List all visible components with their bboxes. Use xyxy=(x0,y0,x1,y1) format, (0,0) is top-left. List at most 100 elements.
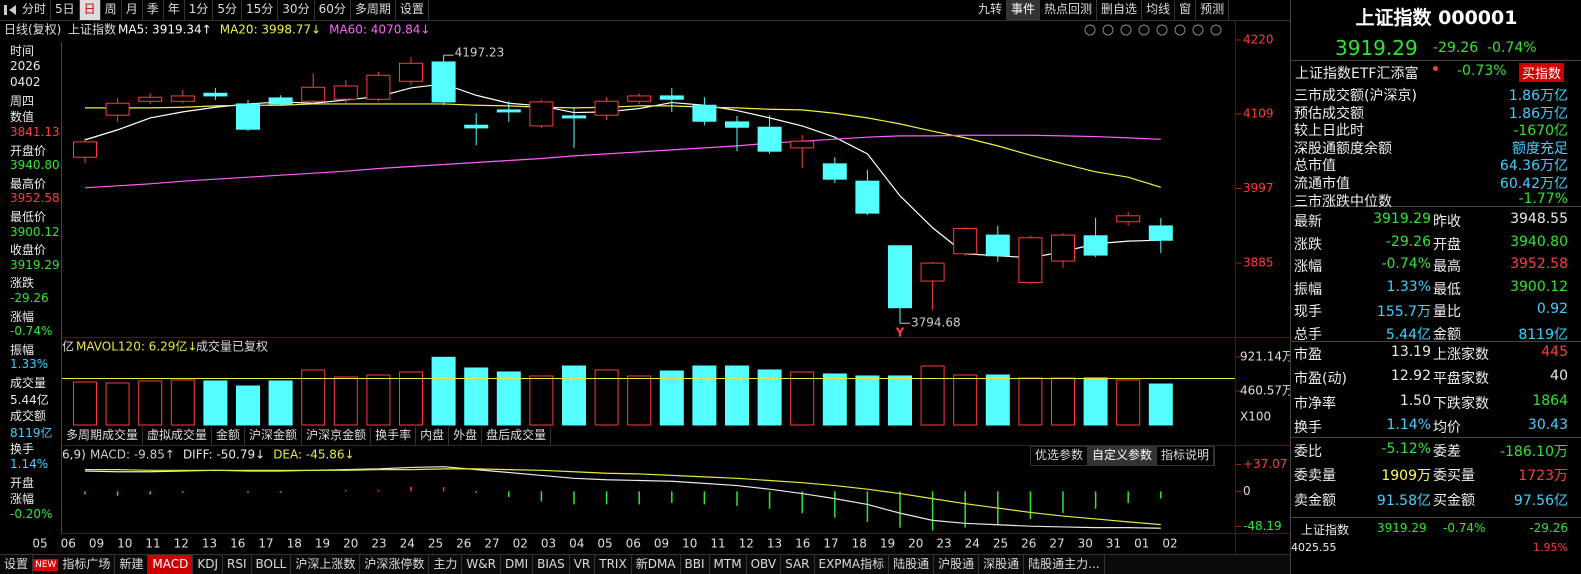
volume-bar xyxy=(920,365,945,426)
period-tab[interactable]: 年 xyxy=(164,0,185,20)
indicator-tab[interactable]: BBI xyxy=(681,555,710,574)
indicator-tab[interactable]: 新DMA xyxy=(632,555,681,574)
etf-dot xyxy=(1433,66,1438,71)
macd-legend: DEA: -45.86↓ xyxy=(273,448,354,462)
macd-tab[interactable]: 优选参数 xyxy=(1031,447,1089,465)
volume-tab[interactable]: 盘后成交量 xyxy=(482,427,552,445)
info-label: 时间 xyxy=(10,44,35,58)
quote-label: 下跌家数 xyxy=(1433,395,1489,412)
volume-tab[interactable]: 沪深京金额 xyxy=(302,427,372,445)
indicator-tab[interactable]: DMI xyxy=(501,555,534,574)
quote-label: 最高 xyxy=(1433,259,1461,276)
volume-bar xyxy=(1148,383,1173,426)
chart-area: 日线(复权) 上证指数 MA5: 3919.34↑ MA20: 3998.77↓ MA6… xyxy=(0,5,1290,554)
indicator-tab[interactable]: 新建 xyxy=(115,555,149,574)
period-tab[interactable]: 多周期 xyxy=(351,0,396,20)
info-label: 换手 xyxy=(10,442,35,457)
indicator-tab[interactable]: 主力 xyxy=(429,555,463,574)
ma-legend: MA20: 3998.77↓ xyxy=(220,23,321,37)
y-tick-label: +37.07 xyxy=(1243,457,1287,471)
tool-tab[interactable]: 九转 xyxy=(974,0,1008,20)
period-tab[interactable]: 60分 xyxy=(315,0,351,20)
quote-panel: 上证指数 000001 3919.29 -29.26 -0.74% 上证指数ETF汇添富… xyxy=(1290,0,1581,574)
etf-button[interactable]: 买指数 xyxy=(1519,63,1565,82)
period-tab[interactable]: 月 xyxy=(122,0,143,20)
macd-tab[interactable]: 指标说明 xyxy=(1157,447,1215,465)
indicator-tab[interactable]: EXPMA指标 xyxy=(815,555,890,574)
x-tick-label: 11 xyxy=(145,537,160,551)
indicator-tab[interactable]: 陆股通主力... xyxy=(1024,555,1105,574)
macd-tab[interactable]: 自定义参数 xyxy=(1088,447,1158,465)
volume-tab[interactable]: 换手率 xyxy=(371,427,417,445)
volume-bar xyxy=(366,374,391,426)
indicator-tab[interactable]: 沪深涨停数 xyxy=(360,555,430,574)
indicator-tab[interactable]: OBV xyxy=(747,555,782,574)
volume-tab[interactable]: 虚拟成交量 xyxy=(143,427,213,445)
volume-bar xyxy=(692,365,717,426)
period-tab[interactable]: 30分 xyxy=(278,0,315,20)
period-tab[interactable]: 周 xyxy=(101,0,122,20)
macd-legend: MACD: -9.85↑ xyxy=(90,448,175,462)
etf-name[interactable]: 上证指数ETF汇添富 xyxy=(1295,66,1419,82)
quote-label: 开盘 xyxy=(1433,236,1461,253)
period-tab[interactable]: 5日 xyxy=(51,0,80,20)
indicator-tab[interactable]: BOLL xyxy=(252,555,292,574)
etf-pct: -0.73% xyxy=(1457,63,1507,79)
indicator-tab[interactable]: 指标广场 xyxy=(58,555,116,574)
info-label: 最高价 xyxy=(10,176,47,191)
indicator-tab[interactable]: TRIX xyxy=(595,555,632,574)
period-tab[interactable]: 5分 xyxy=(213,0,243,20)
candle-body xyxy=(366,74,391,100)
candle-body xyxy=(1148,225,1173,241)
indicator-tab[interactable]: RSI xyxy=(223,555,252,574)
indicator-tab[interactable]: 深股通 xyxy=(979,555,1025,574)
indicator-tab[interactable]: W&R xyxy=(462,555,501,574)
indicator-tab[interactable]: 沪深上涨数 xyxy=(291,555,361,574)
indicator-tab[interactable]: MACD xyxy=(148,555,194,574)
tool-tab[interactable]: 窗 xyxy=(1175,0,1197,20)
period-tab[interactable]: 日 xyxy=(79,0,101,20)
volume-tab[interactable]: 外盘 xyxy=(449,427,483,445)
y-tick-label: 3885 xyxy=(1243,256,1274,270)
indicator-tab[interactable]: VR xyxy=(570,555,596,574)
indicator-tab[interactable]: SAR xyxy=(781,555,815,574)
info-value: 1.33% xyxy=(10,357,49,372)
separator xyxy=(1291,517,1581,518)
indicator-tab[interactable]: 陆股通 xyxy=(889,555,935,574)
period-tab[interactable]: 设置 xyxy=(396,0,429,20)
volume-bar xyxy=(822,373,847,426)
tool-tab[interactable]: 均线 xyxy=(1142,0,1176,20)
x-tick-label: 23 xyxy=(371,537,386,551)
period-tab[interactable]: 分时 xyxy=(18,0,52,20)
diff-line xyxy=(84,466,1161,529)
volume-bar xyxy=(529,375,554,426)
volume-bar xyxy=(1116,379,1141,426)
tool-icon xyxy=(1174,24,1186,36)
volume-tab[interactable]: 沪深金额 xyxy=(245,427,303,445)
tool-tab[interactable]: 删自选 xyxy=(1097,0,1143,20)
quote-label: 振幅 xyxy=(1294,281,1322,298)
period-tab[interactable]: 15分 xyxy=(242,0,279,20)
indicator-tab[interactable]: BIAS xyxy=(533,555,570,574)
volume-tab[interactable]: 内盘 xyxy=(416,427,450,445)
volume-bar xyxy=(725,365,749,426)
indicator-tab[interactable]: KDJ xyxy=(193,555,224,574)
tool-tab[interactable]: 热点回测 xyxy=(1040,0,1098,20)
volume-tab[interactable]: 多周期成交量 xyxy=(62,427,144,445)
indicator-tab[interactable]: 设置 xyxy=(0,555,34,574)
stat-label: 较上日此时 xyxy=(1294,123,1364,140)
tool-tab[interactable]: 事件 xyxy=(1007,0,1041,20)
volume-bar xyxy=(105,382,130,426)
period-tab[interactable]: 季 xyxy=(143,0,164,20)
quote-value: 1.50 xyxy=(1399,392,1431,409)
info-value: 8119亿 xyxy=(10,425,53,440)
indicator-tab[interactable]: 沪股通 xyxy=(934,555,980,574)
period-tab[interactable]: 1分 xyxy=(185,0,214,20)
quote-value: 1723万 xyxy=(1518,468,1568,485)
quote-value: 3900.12 xyxy=(1510,278,1568,295)
stat-value: 60.42万亿 xyxy=(1499,176,1568,192)
indicator-tab[interactable]: MTM xyxy=(710,555,747,574)
volume-tab[interactable]: 金额 xyxy=(212,427,246,445)
tool-tab[interactable]: 预测 xyxy=(1196,0,1230,20)
info-label: 涨幅 xyxy=(10,309,35,324)
